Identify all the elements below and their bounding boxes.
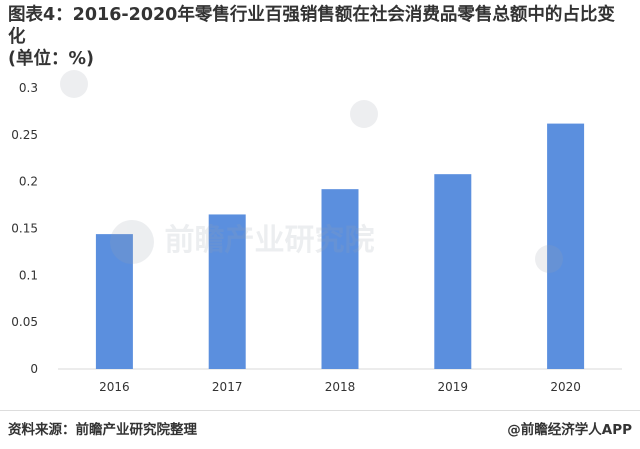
bar-2019 [434, 174, 472, 369]
chart-title-line1: 图表4：2016-2020年零售行业百强销售额在社会消费品零售总额中的占比变化 [8, 5, 615, 47]
bar-2016 [95, 234, 133, 369]
bar-2017 [208, 214, 246, 369]
y-tick-label: 0.1 [19, 268, 38, 282]
x-tick-label: 2017 [212, 380, 243, 394]
y-tick-label: 0.05 [11, 315, 38, 329]
y-tick-label: 0.15 [11, 222, 38, 236]
bar-2018 [321, 189, 359, 369]
source-note: 资料来源：前瞻产业研究院整理 [8, 422, 197, 438]
chart-title: 图表4：2016-2020年零售行业百强销售额在社会消费品零售总额中的占比变化 … [8, 4, 632, 70]
bar-chart: 0 0.05 0.1 0.15 0.2 0.25 0.3 2016 2017 2018 2019 20… [11, 81, 622, 394]
y-tick-label: 0.3 [19, 81, 38, 95]
x-tick-label: 2018 [325, 380, 356, 394]
x-tick-label: 2016 [99, 380, 130, 394]
y-tick-label: 0 [30, 362, 38, 376]
chart-area: 0 0.05 0.1 0.15 0.2 0.25 0.3 2016 2017 2018 2019 20… [0, 60, 640, 400]
footer-divider [0, 410, 640, 411]
y-tick-label: 0.2 [19, 175, 38, 189]
credit-note: @前瞻经济学人APP [507, 422, 632, 438]
chart-title-line2: (单位：%) [8, 49, 95, 69]
x-tick-label: 2019 [438, 380, 469, 394]
bar-2020 [547, 123, 585, 369]
x-tick-label: 2020 [550, 380, 581, 394]
y-tick-label: 0.25 [11, 128, 38, 142]
